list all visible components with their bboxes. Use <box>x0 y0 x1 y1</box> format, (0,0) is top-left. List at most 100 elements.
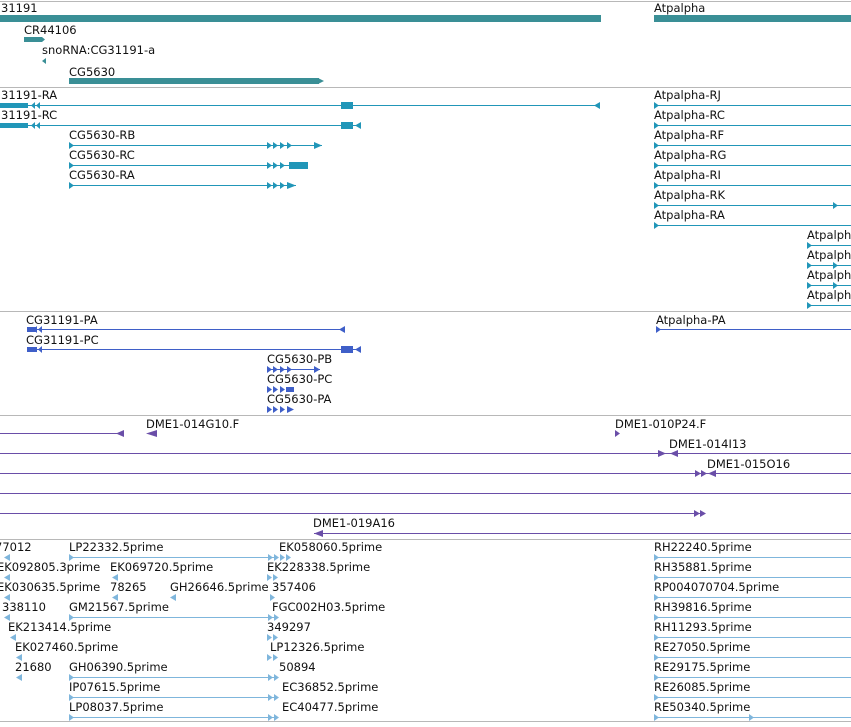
clone-feature[interactable]: DME1-010P24.F <box>615 417 706 437</box>
arrow-right-icon <box>654 634 659 641</box>
est-feature[interactable]: RP004070704.5prime <box>654 580 851 601</box>
transcript-feature[interactable]: 31191-RA <box>0 88 600 109</box>
transcript-feature[interactable]: Atpalpha-RK <box>654 188 851 209</box>
transcript-feature[interactable]: Atpalpha-RG <box>654 148 851 169</box>
feature-label: Atpalpha <box>654 1 705 15</box>
feature-label: 31191-RC <box>1 108 57 122</box>
est-feature[interactable]: RE50340.5prime <box>654 700 851 721</box>
arrow-left-icon <box>4 574 10 581</box>
arrow-right-icon <box>280 386 285 393</box>
transcript-feature[interactable]: CG5630-RC <box>69 148 308 169</box>
feature-label: 338110 <box>2 600 46 614</box>
gene-bar[interactable] <box>0 15 601 22</box>
transcript-feature[interactable]: Atpalph <box>807 248 851 269</box>
est-feature[interactable]: GH26646.5prime <box>170 580 269 601</box>
est-feature[interactable]: LP22332.5prime <box>69 540 279 561</box>
cds-feature[interactable]: CG5630-PC <box>267 372 332 393</box>
est-feature[interactable]: RH11293.5prime <box>654 620 851 641</box>
arrow-left-icon <box>355 346 361 353</box>
est-feature[interactable]: EC40477.5prime <box>282 700 378 714</box>
est-feature[interactable]: EC36852.5prime <box>282 680 378 694</box>
est-feature[interactable]: EK228338.5prime <box>267 560 370 581</box>
est-feature[interactable]: 50894 <box>279 660 316 674</box>
cds-feature[interactable]: CG5630-PB <box>267 352 332 373</box>
est-feature[interactable]: 338110 <box>2 600 46 621</box>
gene-bar[interactable] <box>24 37 42 42</box>
est-feature[interactable]: FGC002H03.5prime <box>272 600 385 614</box>
gene-bar[interactable] <box>654 15 851 22</box>
est-feature[interactable]: 357406 <box>270 580 316 601</box>
transcript-feature[interactable]: Atpalpha-RF <box>654 128 851 149</box>
est-feature[interactable]: EK030635.5prime <box>0 580 100 601</box>
arrow-right-icon <box>654 202 659 209</box>
est-feature[interactable]: GM21567.5prime <box>69 600 279 621</box>
transcript-feature[interactable]: Atpalpha-RA <box>654 208 851 229</box>
est-feature[interactable]: RE27050.5prime <box>654 640 851 661</box>
arrow-right-icon <box>695 470 701 477</box>
transcript-feature[interactable]: Atpalpha-RI <box>654 168 851 189</box>
transcript-feature[interactable]: Atpalpha-RC <box>654 108 851 129</box>
transcript-feature[interactable]: 31191-RC <box>0 108 361 129</box>
feature-label: snoRNA:CG31191-a <box>42 43 155 57</box>
arrow-right-icon <box>273 406 278 413</box>
transcript-feature[interactable]: Atpalph <box>807 268 851 289</box>
transcript-feature[interactable]: Atpalpha-RJ <box>654 88 851 109</box>
feature-label: CG31191-PC <box>26 333 99 347</box>
est-feature[interactable]: EK092805.3prime <box>0 560 100 581</box>
est-feature[interactable]: 21680 <box>15 660 52 681</box>
est-feature[interactable]: LP12326.5prime <box>267 640 364 661</box>
clone-feature[interactable]: DME1-014G10.F <box>146 417 239 437</box>
feature-label: 31191-RA <box>1 88 57 102</box>
clone-feature[interactable] <box>0 510 706 517</box>
est-feature[interactable]: 77012 <box>0 540 32 561</box>
clone-feature[interactable]: DME1-014I13 <box>0 437 851 457</box>
arrow-right-icon <box>280 406 285 413</box>
feature-label: EC36852.5prime <box>282 680 378 694</box>
feature-label: EK069720.5prime <box>110 560 213 574</box>
est-feature[interactable]: EK069720.5prime <box>110 560 213 581</box>
est-feature[interactable]: IP07615.5prime <box>69 680 279 701</box>
est-feature[interactable]: 78265 <box>110 580 147 601</box>
est-feature[interactable]: RH39816.5prime <box>654 600 851 621</box>
cds-feature[interactable]: CG5630-PA <box>267 392 332 413</box>
gene-feature[interactable]: CR44106 <box>24 23 77 42</box>
est-feature[interactable]: 349297 <box>267 620 311 641</box>
clone-feature[interactable]: DME1-019A16 <box>313 516 851 537</box>
feature-label: EK058060.5prime <box>279 540 382 554</box>
feature-label: CG5630-RA <box>69 168 135 182</box>
arrow-right-icon <box>267 406 272 413</box>
gene-feature[interactable]: CG5630 <box>69 65 324 84</box>
feature-label: Atpalph <box>807 268 851 282</box>
est-feature[interactable]: EK213414.5prime <box>8 620 111 641</box>
gene-feature[interactable]: 31191 <box>0 1 601 22</box>
arrow-left-icon <box>112 574 118 581</box>
clone-feature[interactable]: DME1-015O16 <box>0 457 851 477</box>
transcript-feature[interactable]: Atpalph <box>807 228 851 249</box>
arrow-right-icon <box>273 634 278 641</box>
est-feature[interactable]: EK027460.5prime <box>15 640 118 661</box>
cds-feature[interactable]: CG31191-PC <box>26 333 361 353</box>
est-feature[interactable]: RH22240.5prime <box>654 540 851 561</box>
arrow-left-icon <box>33 326 37 333</box>
est-feature[interactable]: EK058060.5prime <box>279 540 382 561</box>
est-feature[interactable]: RH35881.5prime <box>654 560 851 581</box>
gene-feature[interactable]: snoRNA:CG31191-a <box>42 43 155 64</box>
gene-bar[interactable] <box>69 78 319 84</box>
transcript-feature[interactable]: Atpalph <box>807 288 851 309</box>
transcript-feature[interactable]: CG5630-RB <box>69 128 322 149</box>
clone-feature[interactable] <box>0 430 124 437</box>
feature-label: GM21567.5prime <box>69 600 169 614</box>
est-feature[interactable]: GH06390.5prime <box>69 660 279 681</box>
cds-feature[interactable]: Atpalpha-PA <box>656 313 851 333</box>
arrow-right-icon <box>267 142 272 149</box>
feature-label: FGC002H03.5prime <box>272 600 385 614</box>
est-feature[interactable]: RE29175.5prime <box>654 660 851 681</box>
gene-feature[interactable]: Atpalpha <box>654 1 851 22</box>
cds-feature[interactable]: CG31191-PA <box>26 313 345 333</box>
transcript-feature[interactable]: CG5630-RA <box>69 168 296 189</box>
est-feature[interactable]: LP08037.5prime <box>69 700 279 721</box>
feature-label: 357406 <box>272 580 316 594</box>
est-feature[interactable]: RE26085.5prime <box>654 680 851 701</box>
